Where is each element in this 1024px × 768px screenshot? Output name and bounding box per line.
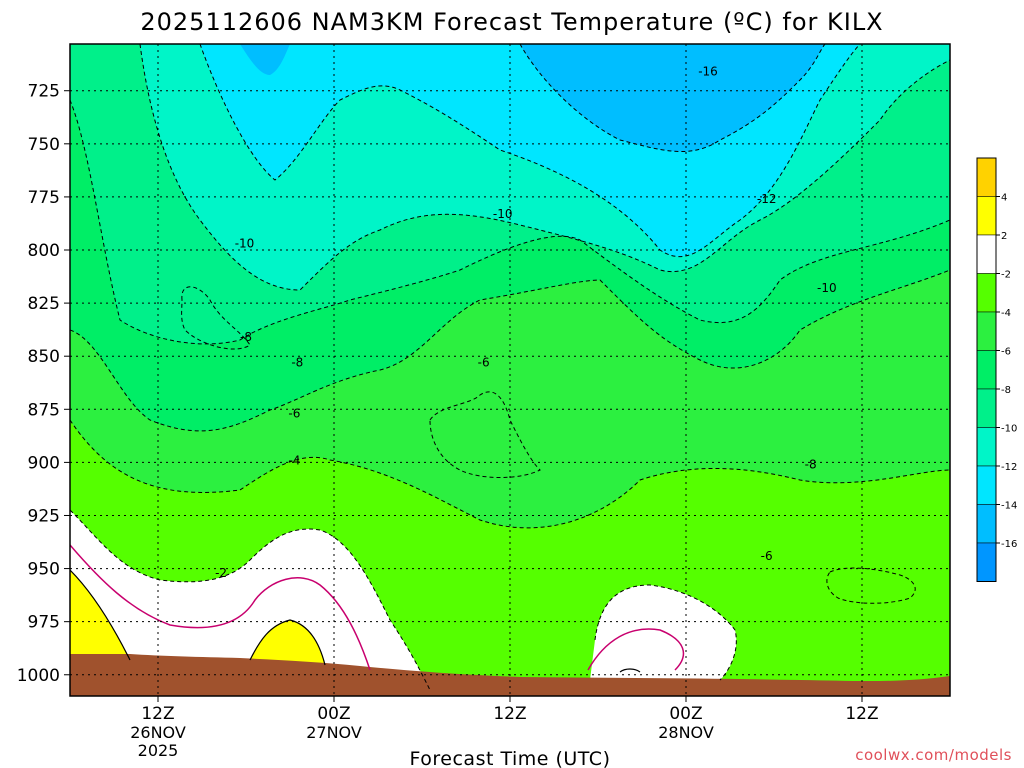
terrain (70, 654, 950, 696)
y-tick-label: 975 (28, 613, 60, 633)
y-tick-label: 900 (28, 453, 60, 473)
contour-label: -10 (817, 281, 837, 295)
isotherm-zero-left (70, 544, 371, 671)
isotherm-minus2-left (70, 509, 431, 691)
colorbar-label: -6 (1001, 347, 1011, 358)
isotherm-zero-right (587, 628, 685, 671)
colorbar-bin (976, 504, 997, 544)
colorbar-bin (976, 465, 997, 505)
x-tick-label: 12Z (141, 704, 174, 724)
credit-text: coolwx.com/models (855, 746, 1012, 764)
colorbar-bin (976, 350, 997, 390)
contour-label: -6 (761, 549, 773, 563)
contour-label: -8 (240, 330, 252, 344)
y-tick-label: 850 (28, 347, 60, 367)
isotherm-minus14 (519, 44, 826, 152)
grid (70, 44, 950, 696)
colorbar-label: -14 (1001, 501, 1017, 512)
colorbar-bin (976, 427, 997, 467)
isotherm-minus2-right (594, 584, 737, 681)
colorbar-label: -2 (1001, 270, 1011, 281)
y-tick-label: 1000 (17, 666, 60, 686)
isotherm-contours (70, 44, 950, 691)
colorbar: 4 2 -2 -4 -6 -8 -10 -12 -14 -16 (976, 157, 1017, 582)
y-tick-label: 825 (28, 294, 60, 314)
x-tick-label: 12Z (493, 704, 526, 724)
x-year-label: 2025 (138, 741, 179, 760)
freezing-contours (70, 544, 685, 673)
isotherm-minus12 (199, 44, 861, 257)
y-tick-label: 725 (28, 82, 60, 102)
colorbar-bin (976, 273, 997, 313)
x-tick-label: 12Z (845, 704, 878, 724)
chart-title: 2025112606 NAM3KM Forecast Temperature (… (140, 8, 883, 36)
field-minus14-region (520, 44, 825, 152)
colorbar-label: -10 (1001, 424, 1017, 435)
y-tick-label: 750 (28, 135, 60, 155)
field-cold-patch (240, 44, 290, 75)
field-minus2-region-left (70, 510, 430, 690)
isotherm-minus4 (70, 419, 950, 529)
isotherm-minus6 (70, 269, 950, 432)
x-axis-title: Forecast Time (UTC) (410, 748, 611, 768)
isotherm-plus2-center (249, 619, 326, 666)
contour-label: -10 (235, 237, 255, 251)
colorbar-label: 4 (1001, 193, 1007, 204)
colorbar-bin (976, 311, 997, 351)
x-tick-label: 00Z (317, 704, 350, 724)
colorbar-label: -12 (1001, 462, 1017, 473)
isotherm-minus8-island-right (826, 567, 916, 604)
y-tick-label: 800 (28, 241, 60, 261)
contour-label: -12 (757, 192, 777, 206)
colorbar-bin (976, 542, 997, 582)
y-axis: 725 750 775 800 825 850 875 900 925 950 975 1000 (17, 82, 70, 686)
colorbar-label: 2 (1001, 231, 1007, 242)
isotherm-minus10 (139, 44, 950, 291)
x-date-label: 28NOV (658, 723, 714, 742)
isotherm-minus8 (70, 99, 950, 345)
field-warm-region-left (70, 570, 130, 660)
y-tick-label: 925 (28, 506, 60, 526)
contour-label: -6 (288, 407, 300, 421)
contour-label: -2 (215, 566, 227, 580)
isotherm-plus2-left (70, 569, 131, 661)
isotherm-plus2-right (619, 668, 641, 673)
contour-labels: -16 -12 -10 -10 -10 -8 -8 -6 -6 -4 -8 -6 -2 (215, 65, 837, 580)
y-tick-label: 875 (28, 400, 60, 420)
contour-label: -16 (698, 65, 718, 79)
y-tick-label: 950 (28, 560, 60, 580)
isotherm-minus6-island (429, 391, 541, 478)
contour-label: -8 (291, 356, 303, 370)
colorbar-label: -8 (1001, 385, 1011, 396)
colorbar-frame (976, 157, 997, 582)
y-tick-label: 775 (28, 188, 60, 208)
colorbar-bin (976, 388, 997, 428)
x-date-label: 26NOV (130, 723, 186, 742)
field-minus2-region-right (590, 585, 737, 680)
colorbar-bin (976, 196, 997, 236)
contour-label: -8 (805, 458, 817, 472)
contour-label: -10 (493, 207, 513, 221)
colorbar-bin (976, 234, 997, 274)
colorbar-label: -4 (1001, 308, 1011, 319)
isotherm-minus8-island (181, 286, 251, 350)
colorbar-bin (976, 157, 997, 197)
field-warm-region-center (250, 620, 325, 665)
x-tick-label: 00Z (669, 704, 702, 724)
contour-label: -6 (478, 356, 490, 370)
contour-label: -4 (288, 453, 300, 467)
x-date-label: 27NOV (306, 723, 362, 742)
colorbar-label: -16 (1001, 539, 1017, 550)
